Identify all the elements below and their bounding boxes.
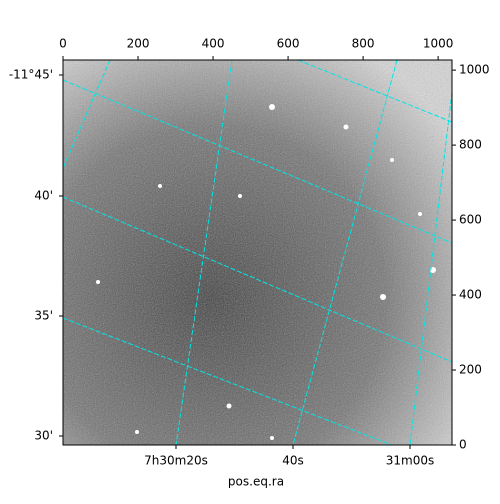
axes-frame: [62, 59, 453, 446]
y-tick-label: 200: [459, 363, 482, 377]
y-tick-label: 600: [459, 213, 482, 227]
dec-tick-label: 40': [34, 189, 53, 203]
x-tick-label: 600: [277, 37, 300, 51]
y-tick-label: 400: [459, 288, 482, 302]
y-tick-label: 1000: [459, 63, 490, 77]
dec-tick-label: 35': [34, 309, 53, 323]
y-tick-label: 0: [459, 438, 467, 452]
ra-tick-label: 40s: [282, 454, 304, 468]
x-tick-label: 0: [59, 37, 67, 51]
x-tick-label: 200: [127, 37, 150, 51]
dec-tick-label: -11°45': [9, 68, 53, 82]
sky-image: [63, 60, 452, 445]
x-tick-label: 400: [202, 37, 225, 51]
x-axis-label: pos.eq.ra: [228, 475, 284, 489]
ra-tick-label: 31m00s: [386, 454, 434, 468]
x-tick-label: 800: [352, 37, 375, 51]
x-tick-label: 1000: [423, 37, 454, 51]
coordinate-grid: [62, 59, 453, 446]
ra-tick-label: 7h30m20s: [144, 454, 208, 468]
dec-tick-label: 30': [34, 429, 53, 443]
y-tick-label: 800: [459, 138, 482, 152]
